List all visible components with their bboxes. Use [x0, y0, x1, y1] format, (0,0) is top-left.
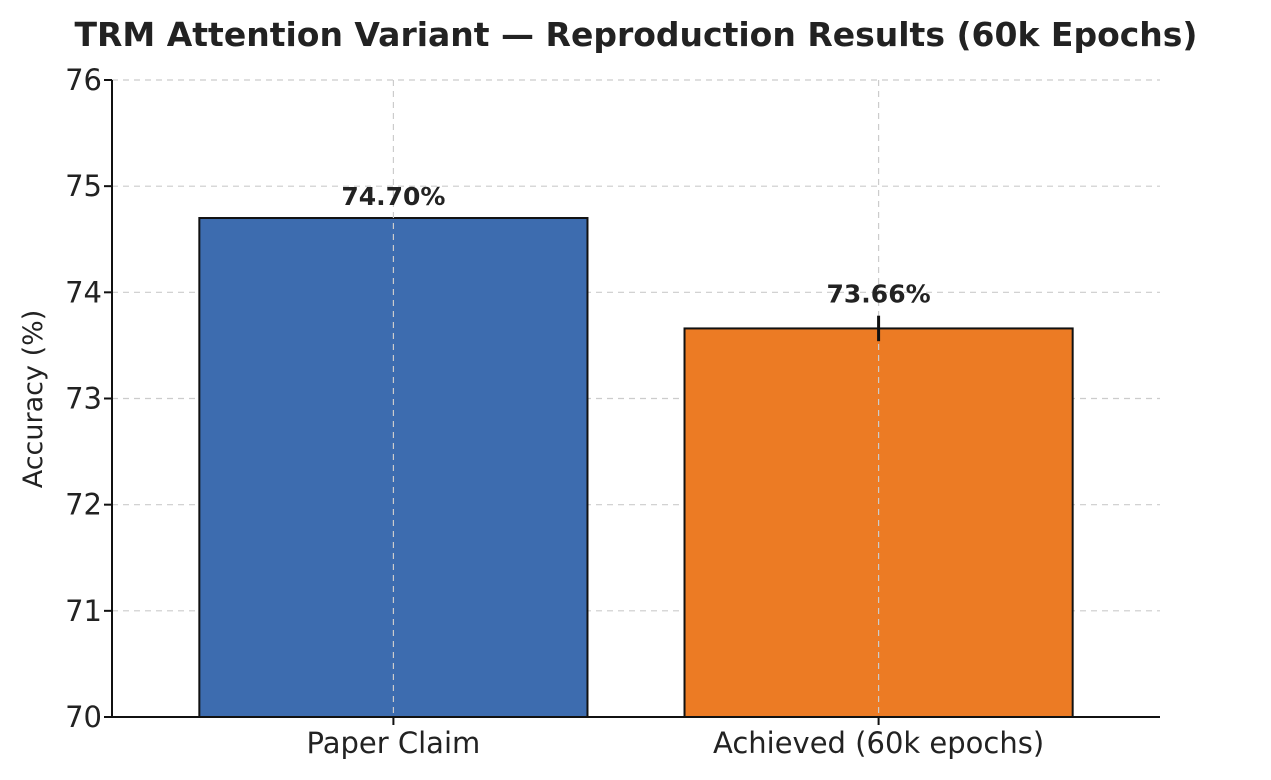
chart-title: TRM Attention Variant — Reproduction Res… [74, 15, 1197, 54]
y-tick-label: 74 [65, 275, 102, 309]
axes [104, 79, 1160, 725]
y-tick-label: 75 [65, 169, 102, 203]
y-tick-label: 72 [65, 488, 102, 522]
y-tick-label: 70 [65, 700, 102, 734]
y-tick-label: 76 [65, 63, 102, 97]
bars [198, 80, 1074, 718]
data-label: 73.66% [827, 280, 931, 309]
x-tick-label: Paper Claim [307, 726, 481, 760]
x-tick-label: Achieved (60k epochs) [713, 726, 1044, 760]
labels: 70 71 72 73 74 75 76 Paper Claim 74.70% Achieved … [65, 63, 1044, 760]
y-tick-label: 73 [65, 382, 102, 416]
y-axis-label: Accuracy (%) [18, 310, 49, 489]
y-tick-label: 71 [65, 594, 102, 628]
data-label: 74.70% [341, 182, 445, 211]
